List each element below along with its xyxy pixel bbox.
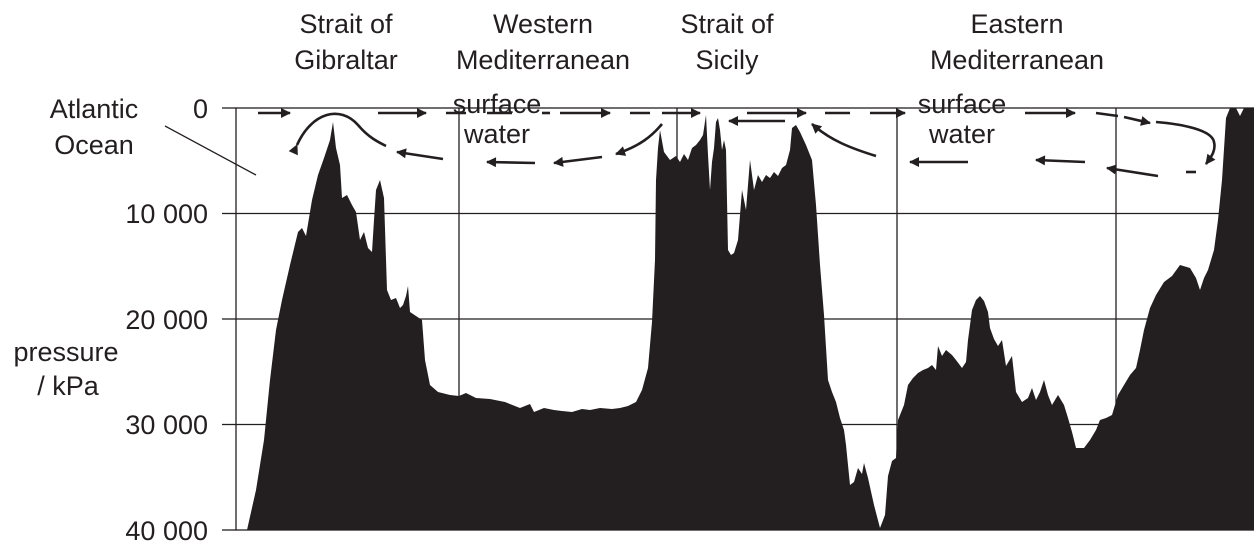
tick-label-40000: 40 000 <box>125 516 208 545</box>
atlantic-ocean-line2: Ocean <box>54 130 134 160</box>
region-labels: Strait of Gibraltar Western Mediterranea… <box>294 9 1104 75</box>
surface-water-east: surface water <box>918 89 1007 149</box>
y-axis-tick-labels: 0 10 000 20 000 30 000 40 000 <box>125 94 208 545</box>
y-axis-ticks <box>222 108 236 530</box>
y-axis-title-line2: / kPa <box>37 371 100 401</box>
region-western-line1: Western <box>493 9 593 39</box>
arrow-icon <box>1036 160 1085 162</box>
region-gibraltar-line2: Gibraltar <box>294 45 398 75</box>
region-eastern-line2: Mediterranean <box>930 45 1104 75</box>
atlantic-ocean-line1: Atlantic <box>50 94 139 124</box>
arrow-icon <box>812 124 876 156</box>
arrow-icon <box>397 152 443 159</box>
circulation-arrows <box>258 113 1215 176</box>
arrow-icon <box>1096 113 1118 116</box>
arrow-icon <box>297 114 386 146</box>
tick-label-0: 0 <box>193 94 208 124</box>
y-axis-title-line1: pressure <box>13 337 118 367</box>
tick-label-30000: 30 000 <box>125 410 208 440</box>
arrow-icon <box>1156 122 1215 164</box>
arrow-icon <box>616 124 662 154</box>
arrow-icon <box>554 157 602 163</box>
atlantic-pointer-line <box>165 126 256 175</box>
surface-water-east-line2: water <box>928 119 995 149</box>
region-eastern-line1: Eastern <box>970 9 1063 39</box>
surface-water-east-line1: surface <box>918 89 1007 119</box>
surface-water-west-line2: water <box>463 119 530 149</box>
tick-label-10000: 10 000 <box>125 199 208 229</box>
arrow-icon <box>1124 117 1150 123</box>
arrow-icon <box>1107 168 1158 176</box>
region-sicily-line2: Sicily <box>695 45 759 75</box>
arrow-icon <box>487 162 535 163</box>
region-gibraltar-line1: Strait of <box>299 9 393 39</box>
tick-label-20000: 20 000 <box>125 305 208 335</box>
marker-d: D <box>861 393 878 420</box>
surface-water-west-line1: surface <box>453 89 542 119</box>
surface-water-west: surface water <box>453 89 542 149</box>
region-sicily-line1: Strait of <box>680 9 774 39</box>
region-western-line2: Mediterranean <box>456 45 630 75</box>
